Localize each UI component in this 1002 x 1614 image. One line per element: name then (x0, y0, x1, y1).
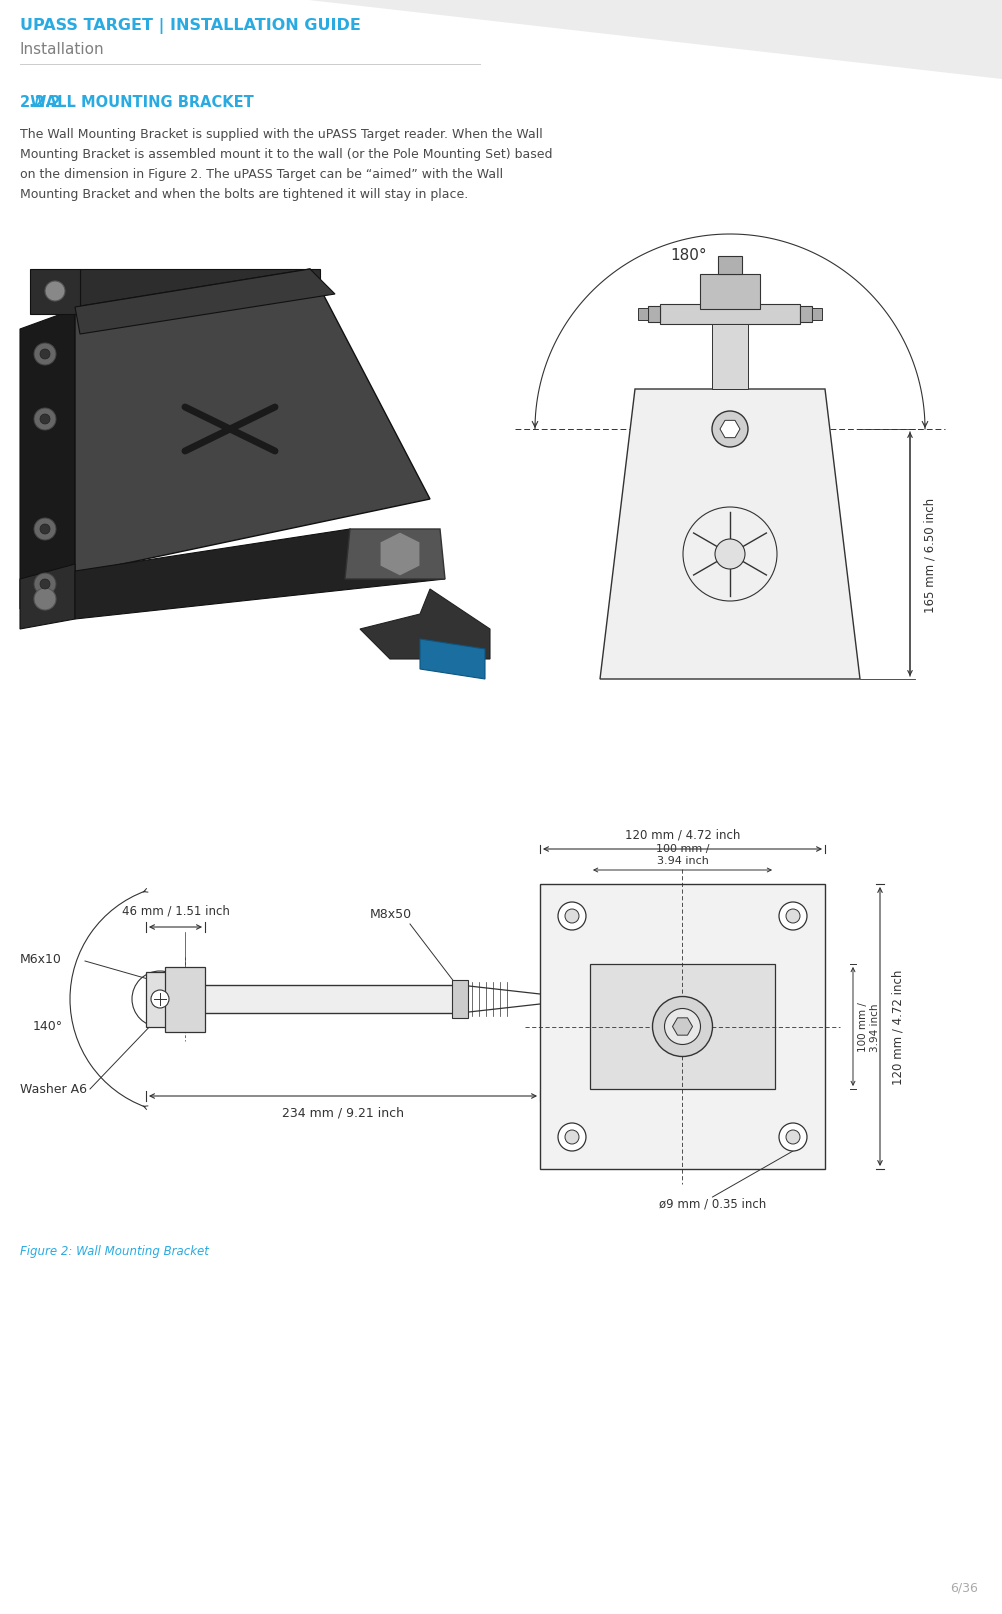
Circle shape (565, 909, 579, 923)
Circle shape (565, 1130, 579, 1144)
Circle shape (786, 1130, 800, 1144)
Text: UPASS TARGET | INSTALLATION GUIDE: UPASS TARGET | INSTALLATION GUIDE (20, 18, 361, 34)
Circle shape (779, 902, 807, 930)
Polygon shape (720, 421, 740, 439)
Bar (590, 965, 775, 1089)
Text: 46 mm / 1.51 inch: 46 mm / 1.51 inch (121, 904, 229, 917)
Circle shape (34, 344, 56, 366)
Circle shape (34, 573, 56, 596)
Text: 180°: 180° (670, 249, 706, 263)
Circle shape (558, 1123, 586, 1151)
Text: Washer A6: Washer A6 (20, 1083, 87, 1096)
Text: 2.2.2: 2.2.2 (20, 95, 62, 110)
Circle shape (786, 909, 800, 923)
Bar (660, 305, 800, 324)
Text: M6x10: M6x10 (20, 952, 62, 965)
Text: 140°: 140° (33, 1020, 63, 1033)
Circle shape (652, 997, 712, 1057)
Text: ø9 mm / 0.35 inch: ø9 mm / 0.35 inch (659, 1198, 767, 1210)
Polygon shape (380, 533, 420, 576)
Polygon shape (75, 529, 445, 620)
Text: Figure 2: Wall Mounting Bracket: Figure 2: Wall Mounting Bracket (20, 1244, 208, 1257)
Bar (700, 274, 760, 310)
Text: 100 mm /
3.94 inch: 100 mm / 3.94 inch (655, 844, 709, 865)
Polygon shape (300, 0, 1002, 81)
Circle shape (715, 539, 745, 570)
Bar (146, 972, 174, 1028)
Text: WALL MOUNTING BRACKET: WALL MOUNTING BRACKET (20, 95, 254, 110)
Text: M8x50: M8x50 (370, 909, 412, 922)
Bar (540, 884, 825, 1169)
Circle shape (151, 991, 169, 1009)
Text: 120 mm / 4.72 inch: 120 mm / 4.72 inch (625, 828, 740, 841)
Text: 234 mm / 9.21 inch: 234 mm / 9.21 inch (282, 1106, 404, 1119)
Circle shape (779, 1123, 807, 1151)
Bar (165, 967, 205, 1033)
Circle shape (45, 282, 65, 302)
Circle shape (40, 579, 50, 589)
Polygon shape (20, 565, 75, 629)
Bar (712, 324, 748, 389)
Circle shape (558, 902, 586, 930)
Circle shape (34, 589, 56, 610)
Circle shape (34, 518, 56, 541)
Polygon shape (20, 310, 75, 610)
Polygon shape (80, 270, 320, 310)
Polygon shape (75, 270, 430, 575)
Circle shape (34, 408, 56, 431)
Bar (648, 307, 660, 323)
Bar (638, 308, 648, 321)
Text: 100 mm /
3.94 inch: 100 mm / 3.94 inch (858, 1002, 880, 1052)
Polygon shape (75, 270, 335, 334)
Polygon shape (420, 639, 485, 679)
Text: 120 mm / 4.72 inch: 120 mm / 4.72 inch (892, 970, 905, 1085)
Polygon shape (672, 1018, 692, 1036)
Text: The Wall Mounting Bracket is supplied with the uPASS Target reader. When the Wal: The Wall Mounting Bracket is supplied wi… (20, 128, 552, 200)
Circle shape (40, 350, 50, 360)
Circle shape (712, 412, 748, 447)
Circle shape (40, 415, 50, 424)
Polygon shape (600, 389, 860, 679)
Text: 165 mm / 6.50 inch: 165 mm / 6.50 inch (924, 497, 937, 612)
Bar (800, 307, 812, 323)
Polygon shape (30, 270, 80, 315)
Bar (812, 308, 822, 321)
Circle shape (664, 1009, 700, 1044)
Text: 6/36: 6/36 (950, 1582, 978, 1595)
Bar (452, 980, 468, 1018)
Bar (718, 257, 742, 274)
Polygon shape (345, 529, 445, 579)
Bar (205, 986, 460, 1014)
Circle shape (40, 525, 50, 534)
Text: Installation: Installation (20, 42, 104, 56)
Polygon shape (360, 589, 490, 660)
